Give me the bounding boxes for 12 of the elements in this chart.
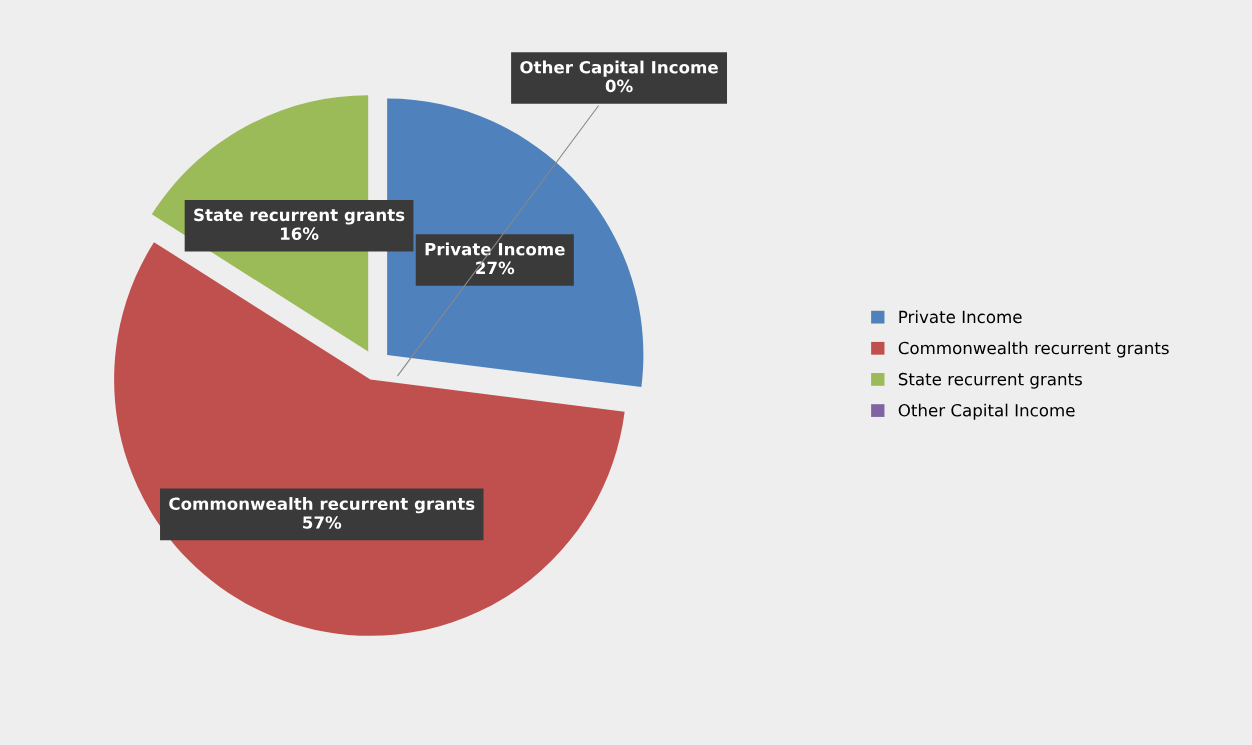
data-label: 27% bbox=[476, 261, 515, 275]
slice-label: State recurrent grants bbox=[194, 208, 405, 225]
slice-label: Commonwealth recurrent grants bbox=[169, 497, 475, 514]
data-label: 16% bbox=[280, 227, 319, 240]
legend-label: Private Income bbox=[899, 310, 1022, 324]
legend-label: Other Capital Income bbox=[898, 403, 1075, 420]
legend-label: State recurrent grants bbox=[898, 372, 1082, 389]
legend-label: Commonwealth recurrent grants bbox=[898, 341, 1169, 358]
slice-label: Private Income bbox=[425, 242, 565, 256]
data-label: 57% bbox=[303, 516, 342, 529]
category-label: Other Capital Income bbox=[520, 60, 718, 77]
text: 0% bbox=[605, 79, 633, 93]
